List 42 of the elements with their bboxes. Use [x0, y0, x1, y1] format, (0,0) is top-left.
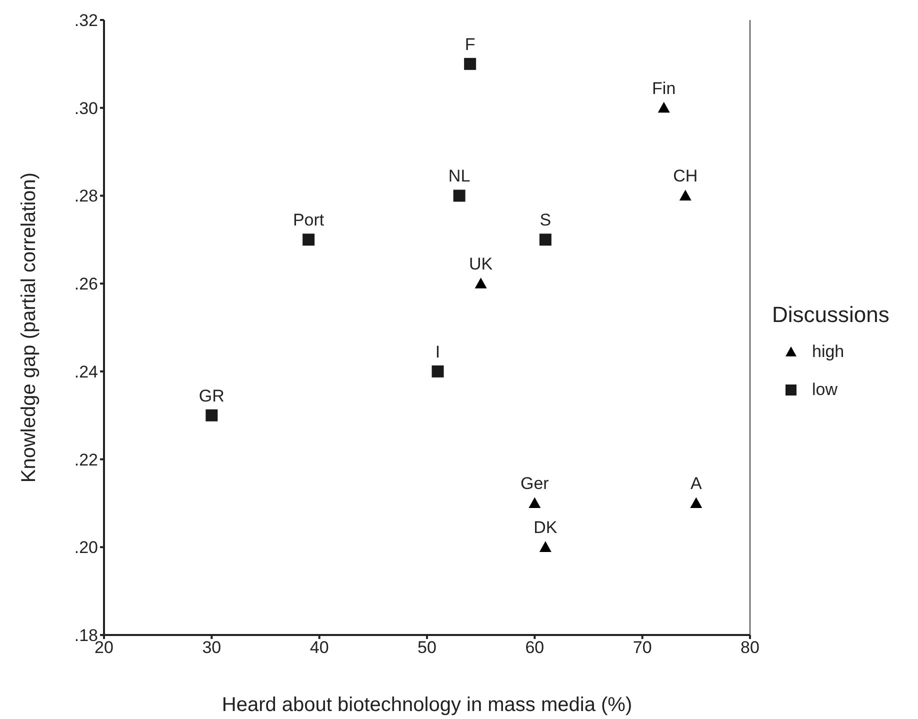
x-tick-label: 30	[202, 638, 222, 658]
annotation: S	[540, 210, 552, 230]
annotation: DK	[534, 518, 558, 538]
legend-label: low	[812, 380, 838, 400]
x-tick-label: 40	[310, 638, 329, 658]
point	[679, 190, 692, 201]
annotation: Ger	[520, 474, 550, 494]
y-tick-label: .32	[74, 11, 98, 30]
point	[206, 409, 218, 422]
y-tick-label: .30	[74, 98, 98, 118]
point	[690, 497, 702, 508]
annotation: I	[435, 342, 440, 362]
point	[539, 234, 552, 246]
point	[302, 234, 315, 246]
x-axis-title: Heard about biotechnology in mass media (%)	[222, 694, 632, 716]
y-tick-label: .22	[74, 450, 98, 470]
x-tick-label: 80	[740, 638, 760, 658]
annotation: UK	[469, 254, 494, 274]
point	[539, 541, 552, 552]
point	[464, 58, 476, 70]
annotation: Port	[292, 210, 324, 230]
point	[528, 497, 541, 508]
y-tick-label: .20	[74, 538, 98, 558]
annotation: F	[464, 34, 476, 54]
y-tick-label: .24	[74, 362, 98, 382]
annotation: NL	[448, 166, 470, 186]
legend-title: Discussions	[772, 302, 890, 328]
point	[658, 102, 670, 113]
annotation: CH	[673, 166, 698, 186]
x-tick-label: 60	[525, 638, 544, 658]
y-axis-title: Knowledge gap (partial correlation)	[18, 172, 40, 483]
x-tick-label: 70	[632, 638, 652, 658]
annotation: GR	[198, 386, 224, 406]
x-tick-label: 50	[418, 638, 436, 658]
annotation: A	[690, 474, 702, 494]
legend-label: high	[812, 342, 844, 362]
y-tick-label: .26	[74, 274, 98, 294]
annotation: Fin	[652, 78, 676, 98]
point	[474, 278, 487, 288]
point	[453, 190, 466, 202]
y-tick-label: .28	[74, 186, 98, 206]
point	[432, 365, 444, 378]
